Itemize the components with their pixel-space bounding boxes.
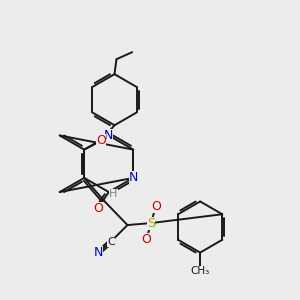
Text: H: H [109,189,118,200]
Text: S: S [147,217,155,230]
Text: N: N [104,129,113,142]
Text: N: N [129,171,138,184]
Text: N: N [94,246,103,259]
Text: O: O [96,134,106,148]
Text: C: C [107,236,115,247]
Text: CH₃: CH₃ [190,266,210,276]
Text: O: O [93,202,103,215]
Text: O: O [141,233,151,246]
Text: O: O [151,200,161,213]
